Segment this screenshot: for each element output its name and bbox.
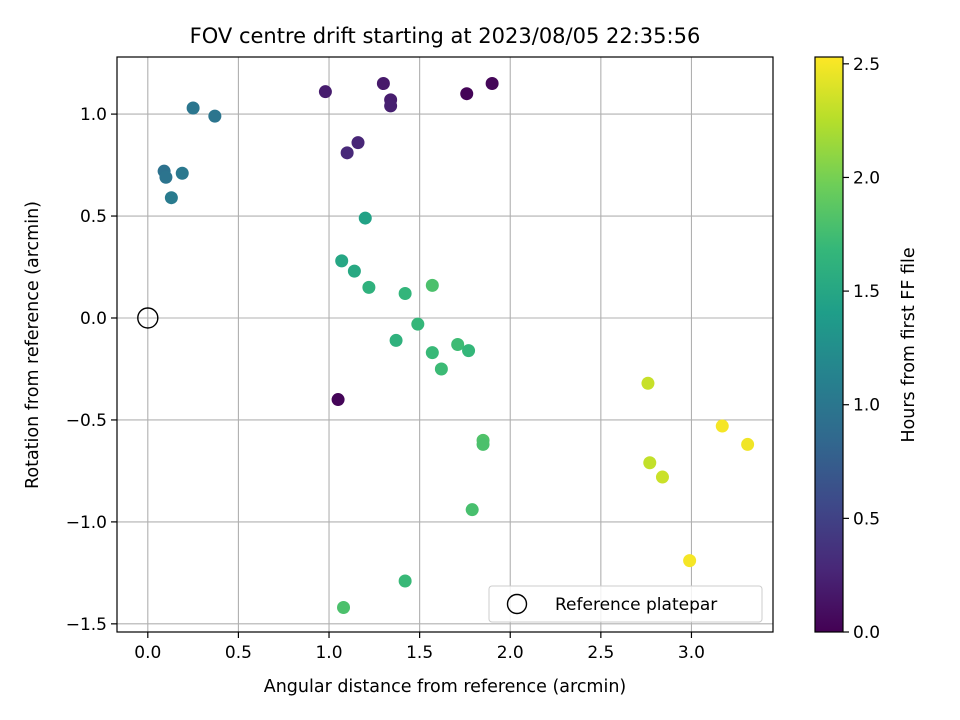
colorbar-label: Hours from first FF file	[899, 247, 919, 442]
colorbar-gradient	[815, 57, 843, 632]
y-tick-label: −1.0	[66, 513, 107, 533]
legend: Reference platepar	[488, 585, 763, 623]
data-point	[208, 109, 222, 123]
colorbar: 0.0 0.5 1.0 1.5 2.0 2.5 Hours from first FF f…	[814, 55, 919, 643]
data-point	[462, 344, 476, 358]
colorbar-tick-label: 2.5	[853, 55, 880, 75]
data-point	[425, 346, 439, 360]
reference-platepar-marker	[137, 307, 159, 329]
data-point	[186, 101, 200, 115]
colorbar-tick-label: 1.5	[853, 282, 880, 302]
y-tick-label: −1.5	[66, 615, 107, 635]
data-point	[460, 87, 474, 101]
x-axis-ticks: 0.0 0.5 1.0 1.5 2.0 2.5 3.0	[134, 632, 705, 663]
data-points	[157, 77, 755, 615]
data-point	[411, 317, 425, 331]
reference-marker-layer	[137, 307, 159, 329]
data-point	[159, 170, 173, 184]
colorbar-frame	[814, 56, 844, 633]
data-point	[389, 333, 403, 347]
data-point	[335, 254, 349, 268]
x-axis-label: Angular distance from reference (arcmin)	[264, 677, 627, 697]
data-point	[358, 211, 372, 225]
data-point	[643, 456, 657, 470]
y-tick-label: 0.5	[80, 207, 107, 227]
data-point	[425, 278, 439, 292]
data-point	[376, 77, 390, 91]
x-tick-label: 3.0	[678, 643, 705, 663]
data-point	[347, 264, 361, 278]
data-point	[337, 601, 351, 615]
x-tick-label: 1.5	[406, 643, 433, 663]
plot-frame	[116, 56, 774, 633]
data-point	[398, 574, 412, 588]
data-point	[641, 376, 655, 390]
legend-entry-label: Reference platepar	[555, 595, 717, 615]
legend-reference-marker	[506, 593, 528, 615]
data-point	[715, 419, 729, 433]
x-tick-label: 2.5	[587, 643, 614, 663]
x-tick-label: 2.0	[497, 643, 524, 663]
data-point	[398, 287, 412, 301]
data-point	[465, 503, 479, 517]
data-point	[164, 191, 178, 205]
data-point	[683, 554, 697, 568]
data-point	[434, 362, 448, 376]
data-point	[362, 280, 376, 294]
y-axis-ticks: −1.5 −1.0 −0.5 0.0 0.5 1.0	[66, 105, 117, 635]
colorbar-tick-label: 0.0	[853, 623, 880, 643]
data-point	[485, 77, 499, 91]
colorbar-tick-label: 2.0	[853, 168, 880, 188]
data-point	[655, 470, 669, 484]
data-point	[351, 136, 365, 150]
y-tick-label: 0.0	[80, 309, 107, 329]
data-point	[318, 85, 332, 99]
chart-title: FOV centre drift starting at 2023/08/05 …	[190, 24, 701, 48]
y-tick-label: 1.0	[80, 105, 107, 125]
legend-box	[488, 585, 763, 623]
grid	[117, 57, 773, 632]
colorbar-tick-label: 0.5	[853, 509, 880, 529]
y-axis-label: Rotation from reference (arcmin)	[23, 201, 43, 489]
data-point	[451, 338, 465, 351]
x-tick-label: 0.0	[134, 643, 161, 663]
data-point	[175, 166, 189, 180]
data-point	[476, 437, 490, 451]
colorbar-ticks: 0.0 0.5 1.0 1.5 2.0 2.5	[843, 55, 880, 643]
data-point	[331, 393, 345, 407]
data-point	[384, 99, 398, 113]
x-tick-label: 0.5	[225, 643, 252, 663]
data-point	[340, 146, 354, 160]
data-point	[741, 437, 755, 451]
colorbar-tick-label: 1.0	[853, 396, 880, 416]
x-tick-label: 1.0	[315, 643, 342, 663]
y-tick-label: −0.5	[66, 411, 107, 431]
